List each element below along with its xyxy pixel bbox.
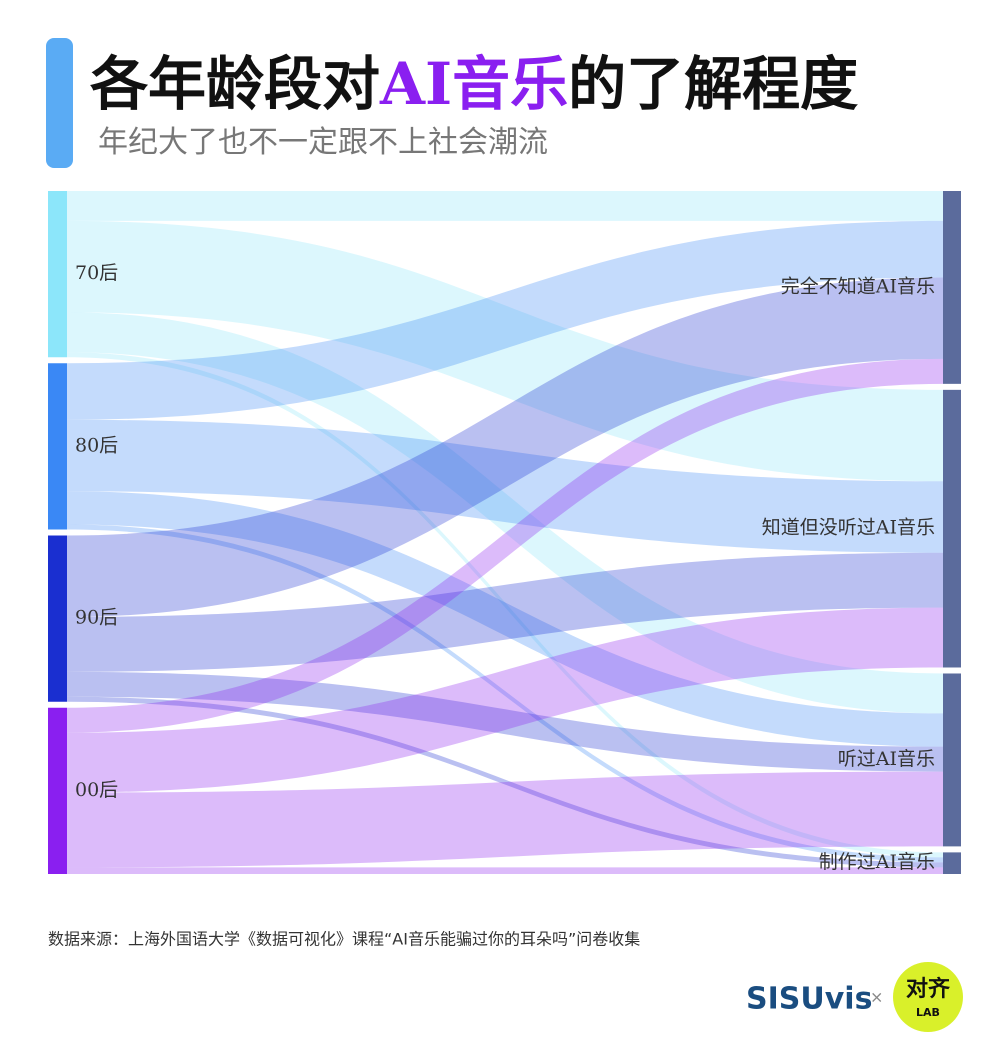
- link: [67, 352, 943, 858]
- chart-title: 各年龄段对AI音乐的了解程度: [90, 50, 858, 118]
- link: [67, 220, 943, 420]
- target-label: 听过AI音乐: [838, 748, 935, 770]
- link: [67, 552, 943, 672]
- target-label: 制作过AI音乐: [819, 851, 935, 873]
- link: [67, 524, 943, 863]
- link: [67, 607, 943, 793]
- source-label: 70后: [75, 262, 118, 284]
- target-node: [943, 673, 961, 847]
- source-node: [48, 363, 67, 530]
- target-node: [943, 191, 961, 384]
- link: [67, 771, 943, 868]
- link: [67, 867, 943, 874]
- link: [67, 312, 943, 714]
- link: [67, 191, 943, 221]
- source-label: 00后: [75, 779, 118, 801]
- link: [67, 419, 943, 553]
- link: [67, 277, 943, 617]
- title-highlight: AI音乐: [379, 50, 568, 118]
- link: [67, 220, 943, 482]
- source-node: [48, 707, 67, 874]
- link: [67, 671, 943, 772]
- link: [67, 491, 943, 747]
- logo-times: ×: [870, 988, 883, 1007]
- target-label: 知道但没听过AI音乐: [762, 517, 935, 539]
- nodes: 70后 80后 90后 00后 完全不知道AI音乐知道但没听过AI音乐听过AI音乐制作过…: [48, 191, 961, 874]
- logo-partner-sub: LAB: [916, 1006, 940, 1019]
- link: [67, 696, 943, 868]
- target-node: [943, 389, 961, 668]
- source-node: [48, 191, 67, 358]
- source-note: 数据来源：上海外国语大学《数据可视化》课程“AI音乐能骗过你的耳朵吗”问卷收集: [48, 930, 640, 949]
- logo-partner: 对齐: [906, 976, 951, 1002]
- target-label: 完全不知道AI音乐: [781, 275, 935, 297]
- title-accent: [46, 38, 73, 168]
- source-label: 80后: [75, 434, 118, 456]
- logo-badge: [893, 962, 963, 1032]
- link: [67, 358, 943, 733]
- source-node: [48, 535, 67, 702]
- links: [67, 191, 943, 874]
- source-label: 90后: [75, 607, 118, 629]
- chart-subtitle: 年纪大了也不一定跟不上社会潮流: [98, 125, 548, 160]
- logo-brand: SISUvis: [746, 982, 872, 1017]
- title-part: 各年龄段对: [90, 50, 380, 118]
- title-part: 的了解程度: [568, 50, 858, 118]
- target-node: [943, 852, 961, 874]
